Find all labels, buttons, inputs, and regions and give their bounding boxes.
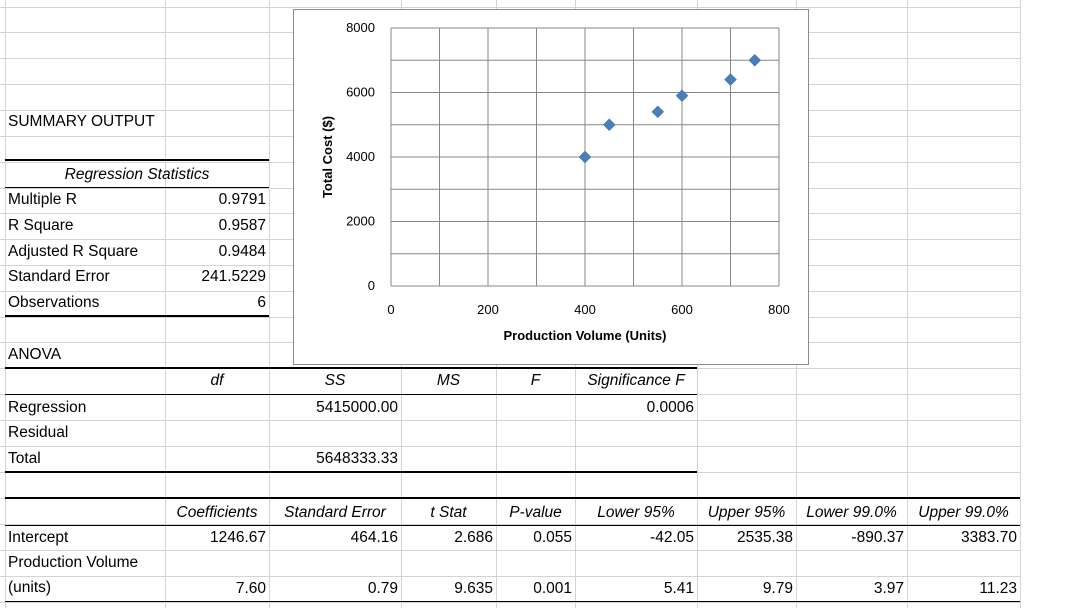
anova-row-label: Total <box>8 450 41 467</box>
rule <box>5 525 1020 526</box>
y-axis-title: Total Cost ($) <box>320 116 335 198</box>
data-point <box>724 73 737 86</box>
anova-header-ms: MS <box>436 372 461 389</box>
stat-value: 241.5229 <box>201 268 266 285</box>
y-tick-label: 2000 <box>346 214 375 229</box>
anova-ss-value: 5415000.00 <box>316 399 398 416</box>
coef-header-standard-error: Standard Error <box>284 504 386 521</box>
coef-value: -890.37 <box>851 529 904 546</box>
anova-header-f: F <box>530 372 541 389</box>
coef-row-label: Intercept <box>8 529 69 546</box>
coef-value: 3383.70 <box>960 529 1017 546</box>
rule <box>5 394 697 395</box>
coef-header-lower-99: Lower 99.0% <box>806 504 897 521</box>
stat-value: 0.9484 <box>218 243 266 260</box>
x-tick-label: 800 <box>768 302 790 317</box>
stat-label: Multiple R <box>8 191 77 208</box>
rule <box>5 159 269 161</box>
coef-row-label: Production Volume <box>8 554 139 571</box>
rule <box>5 497 1020 499</box>
stat-value: 0.9791 <box>218 191 266 208</box>
coef-value: 5.41 <box>663 580 694 597</box>
anova-header-significance-f: Significance F <box>587 372 685 389</box>
chart-svg: 0 2000 4000 6000 8000 0 200 400 600 800 Production… <box>320 20 790 343</box>
x-tick-label: 200 <box>477 302 499 317</box>
x-axis-title: Production Volume (Units) <box>504 328 667 343</box>
x-tick-label: 600 <box>671 302 693 317</box>
y-tick-label: 8000 <box>346 20 375 35</box>
summary-title: SUMMARY OUTPUT <box>8 113 155 130</box>
coef-value: -42.05 <box>650 529 694 546</box>
coef-value: 0.055 <box>533 529 572 546</box>
stat-label: Observations <box>8 294 100 311</box>
anova-header-ss: SS <box>324 372 346 389</box>
coef-value: 1246.67 <box>209 529 266 546</box>
coef-value: 2.686 <box>454 529 493 546</box>
data-point <box>748 53 762 67</box>
coef-header-p-value: P-value <box>509 504 562 521</box>
rule <box>5 471 697 473</box>
coef-value: 0.001 <box>533 580 572 597</box>
scatter-chart[interactable]: 0 2000 4000 6000 8000 0 200 400 600 800 Production… <box>293 9 809 365</box>
stat-value: 6 <box>257 294 266 311</box>
rule <box>5 601 1020 602</box>
coef-value: 2535.38 <box>736 529 793 546</box>
rule <box>5 315 269 317</box>
x-tick-label: 400 <box>574 302 596 317</box>
coef-header-upper-99: Upper 99.0% <box>918 504 1009 521</box>
regression-stats-header: Regression Statistics <box>64 166 210 183</box>
anova-row-label: Residual <box>8 424 69 441</box>
data-point <box>602 118 616 132</box>
y-tick-label: 4000 <box>346 149 375 164</box>
coef-header-lower-95: Lower 95% <box>597 504 675 521</box>
coef-value: 464.16 <box>350 529 398 546</box>
coef-header-coefficients: Coefficients <box>176 504 258 521</box>
coef-value: 9.635 <box>454 580 493 597</box>
anova-title: ANOVA <box>8 346 62 363</box>
coef-value: 7.60 <box>235 580 266 597</box>
data-point <box>675 89 689 103</box>
anova-ss-value: 5648333.33 <box>316 450 398 467</box>
y-tick-label: 0 <box>368 278 375 293</box>
anova-row-label: Regression <box>8 399 87 416</box>
coef-value: 9.79 <box>762 580 793 597</box>
data-point <box>578 150 592 164</box>
x-tick-label: 0 <box>387 302 394 317</box>
rule <box>5 367 697 369</box>
anova-sigf-value: 0.0006 <box>646 399 694 416</box>
coef-value: 0.79 <box>367 580 398 597</box>
coef-value: 11.23 <box>979 580 1017 597</box>
stat-label: Adjusted R Square <box>8 243 139 260</box>
stat-label: R Square <box>8 217 74 234</box>
rule <box>5 187 269 188</box>
anova-header-df: df <box>210 372 224 389</box>
stat-value: 0.9587 <box>218 217 266 234</box>
coef-header-t-stat: t Stat <box>430 504 467 521</box>
y-tick-label: 6000 <box>346 85 375 100</box>
coef-value: 3.97 <box>873 580 904 597</box>
coef-header-upper-95: Upper 95% <box>707 504 786 521</box>
stat-label: Standard Error <box>8 268 110 285</box>
coef-row-label: (units) <box>8 579 52 596</box>
data-point <box>651 105 665 119</box>
